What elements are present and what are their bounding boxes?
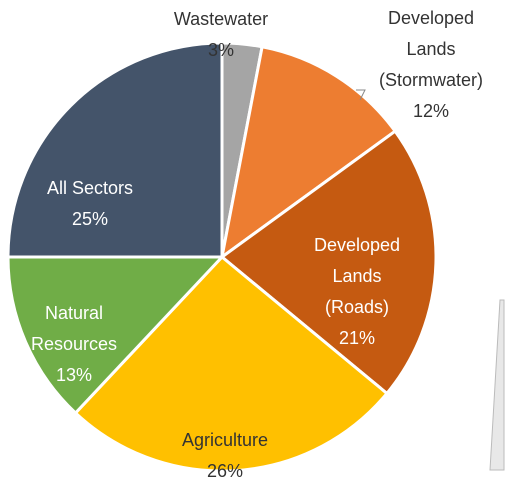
category-label: All Sectors — [46, 178, 134, 198]
pie-slice — [73, 254, 390, 473]
category-label: Natural Resources — [30, 303, 118, 354]
slice-label: Developed Lands (Stormwater) 12% — [372, 3, 490, 127]
value-label: 21% — [338, 328, 376, 348]
category-label: Developed Lands (Stormwater) — [378, 8, 483, 90]
slice-label: Agriculture 26% — [145, 425, 305, 487]
value-label: 12% — [412, 101, 450, 121]
value-label: 25% — [71, 209, 109, 229]
slice-label: All Sectors 25% — [10, 173, 170, 235]
background-shape — [489, 299, 505, 471]
value-label: 13% — [55, 365, 93, 385]
slice-label: Developed Lands (Roads) 21% — [302, 230, 412, 354]
pie-slice — [219, 129, 438, 396]
category-label: Wastewater — [173, 9, 269, 29]
category-label: Developed Lands (Roads) — [313, 235, 401, 317]
slice-label: Wastewater 3% — [151, 4, 291, 66]
slice-label: Natural Resources 13% — [19, 298, 129, 391]
pie-slice — [6, 41, 224, 259]
leader-line — [356, 89, 366, 101]
value-label: 3% — [207, 40, 234, 60]
value-label: 26% — [206, 461, 244, 481]
pie-slice — [219, 45, 398, 261]
pie-slice — [6, 255, 226, 416]
category-label: Agriculture — [181, 430, 269, 450]
